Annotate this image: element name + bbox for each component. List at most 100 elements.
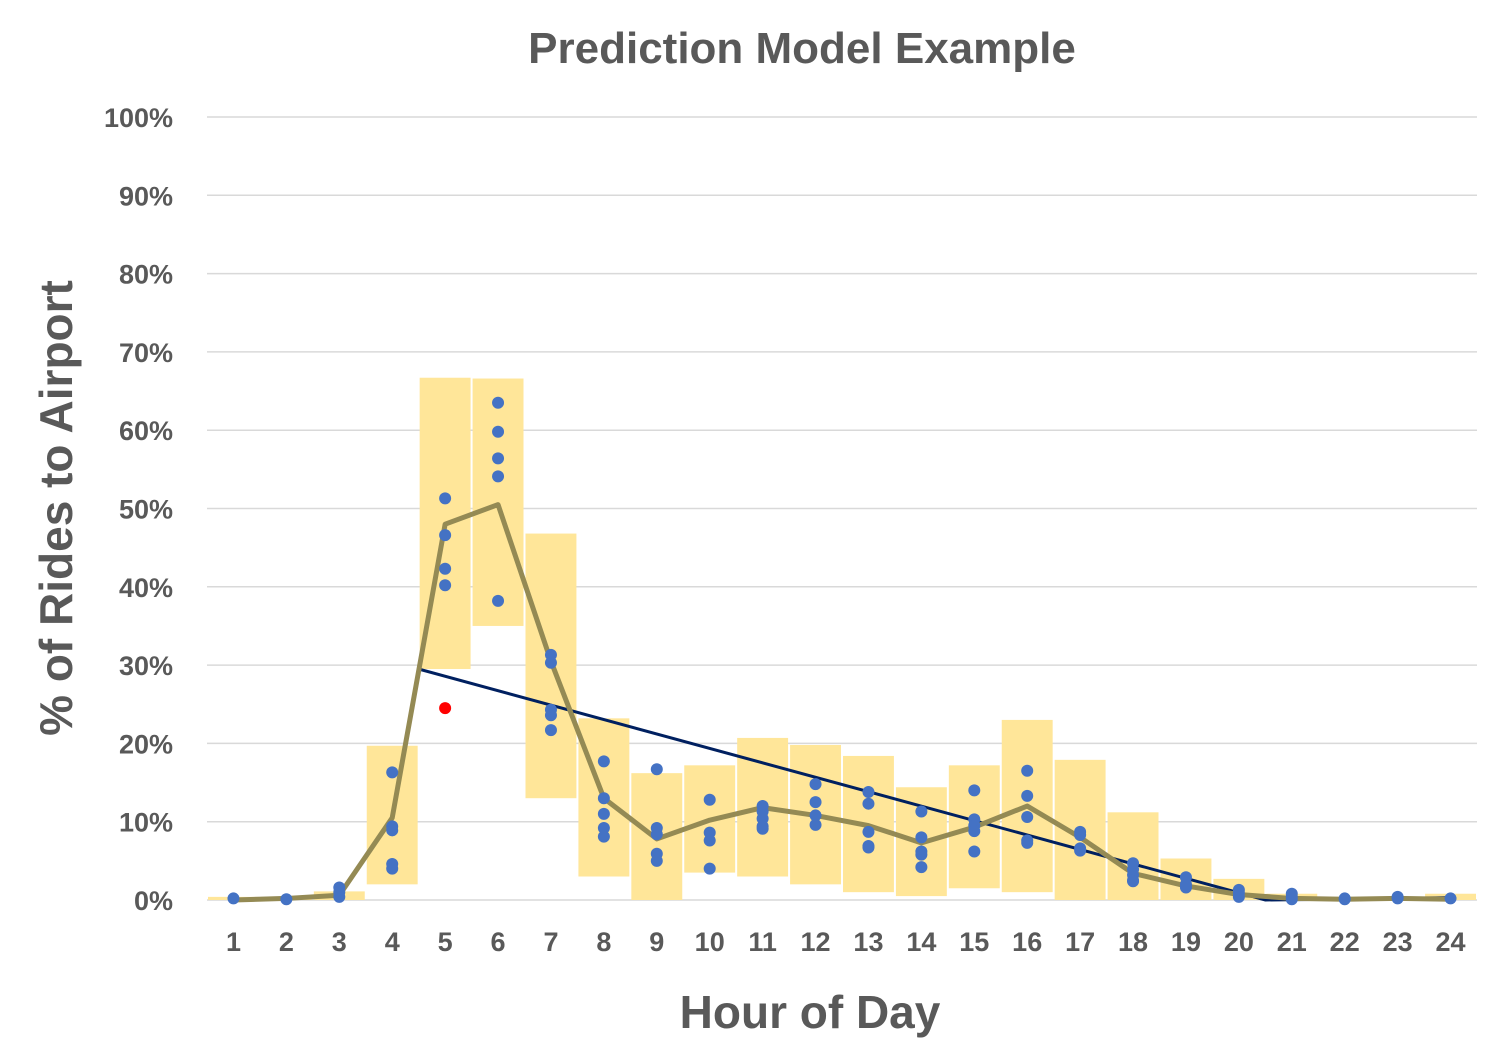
- x-tick-label: 24: [1436, 927, 1466, 957]
- observation-point: [915, 831, 928, 844]
- y-tick-label: 0%: [134, 886, 173, 916]
- x-tick-label: 20: [1224, 927, 1254, 957]
- observation-point: [809, 809, 822, 822]
- y-axis-title: % of Rides to Airport: [30, 280, 82, 736]
- y-tick-label: 10%: [119, 808, 173, 838]
- observation-point: [1444, 892, 1457, 905]
- x-tick-label: 17: [1065, 927, 1095, 957]
- observation-point: [650, 828, 663, 841]
- observation-point: [703, 862, 716, 875]
- observation-point: [492, 396, 505, 409]
- y-tick-label: 100%: [104, 103, 173, 133]
- x-tick-label: 4: [385, 927, 400, 957]
- observation-point: [915, 848, 928, 861]
- gridlines: [207, 116, 1477, 901]
- observation-point: [1021, 764, 1034, 777]
- x-tick-label: 8: [596, 927, 611, 957]
- observation-point: [1021, 811, 1034, 824]
- observation-points: [227, 396, 1457, 906]
- x-tick-label: 19: [1171, 927, 1201, 957]
- observation-point: [597, 807, 610, 820]
- x-tick-label: 13: [853, 927, 883, 957]
- observation-point: [227, 892, 240, 905]
- observation-point: [492, 470, 505, 483]
- x-tick-label: 10: [695, 927, 725, 957]
- observation-point: [809, 796, 822, 809]
- x-tick-label: 12: [801, 927, 831, 957]
- observation-point: [597, 792, 610, 805]
- x-tick-label: 16: [1012, 927, 1042, 957]
- observation-point: [492, 452, 505, 465]
- observation-point: [809, 778, 822, 791]
- observation-point: [1021, 789, 1034, 802]
- observation-point: [1179, 881, 1192, 894]
- observation-point: [439, 529, 452, 542]
- x-tick-label: 15: [959, 927, 989, 957]
- y-tick-label: 90%: [119, 181, 173, 211]
- observation-point: [1338, 893, 1351, 906]
- observation-point: [1127, 875, 1140, 888]
- observation-point: [862, 825, 875, 838]
- y-tick-label: 50%: [119, 495, 173, 525]
- y-tick-label: 40%: [119, 573, 173, 603]
- x-tick-label: 6: [491, 927, 506, 957]
- observation-point: [968, 784, 981, 797]
- observation-point: [597, 755, 610, 768]
- observation-point: [650, 854, 663, 867]
- x-axis-title: Hour of Day: [680, 986, 941, 1038]
- observation-point: [915, 805, 928, 818]
- observation-point: [968, 845, 981, 858]
- x-tick-label: 21: [1277, 927, 1307, 957]
- x-axis-ticks: 1 2 3 4 5 6 7 8 9 10 11 12 13 14 15 16 17 18 19 20 21 22 23 24: [226, 927, 1466, 957]
- observation-point: [492, 594, 505, 607]
- observation-point: [915, 861, 928, 874]
- observation-point: [386, 862, 399, 875]
- y-tick-label: 30%: [119, 651, 173, 681]
- observation-point: [280, 893, 293, 906]
- observation-point: [1021, 836, 1034, 849]
- y-tick-label: 70%: [119, 338, 173, 368]
- y-tick-label: 20%: [119, 729, 173, 759]
- x-tick-label: 5: [438, 927, 453, 957]
- observation-point: [544, 709, 557, 722]
- observation-point: [597, 830, 610, 843]
- observation-point: [386, 824, 399, 837]
- x-tick-label: 11: [748, 927, 777, 957]
- prediction-line: [233, 502, 1451, 903]
- x-tick-label: 2: [279, 927, 294, 957]
- observation-point: [809, 818, 822, 831]
- y-tick-label: 80%: [119, 260, 173, 290]
- x-tick-label: 23: [1383, 927, 1413, 957]
- observation-point: [703, 793, 716, 806]
- observation-point: [386, 766, 399, 779]
- observation-point: [703, 834, 716, 847]
- observation-point: [862, 797, 875, 810]
- x-tick-label: 22: [1330, 927, 1360, 957]
- observation-point: [1074, 844, 1087, 857]
- observation-point: [544, 724, 557, 737]
- observation-point: [544, 656, 557, 669]
- chart-title: Prediction Model Example: [528, 24, 1076, 73]
- x-tick-label: 14: [906, 927, 936, 957]
- x-tick-label: 9: [649, 927, 664, 957]
- outlier-point: [439, 702, 452, 715]
- observation-point: [492, 425, 505, 438]
- observation-point: [597, 821, 610, 834]
- observation-point: [968, 825, 981, 838]
- observation-point: [439, 492, 452, 505]
- prediction-line-layer: [233, 502, 1451, 903]
- x-tick-label: 1: [226, 927, 241, 957]
- observation-point: [1391, 892, 1404, 905]
- observation-point: [756, 822, 769, 835]
- y-tick-label: 60%: [119, 416, 173, 446]
- observation-point: [1074, 829, 1087, 842]
- observation-point: [650, 763, 663, 776]
- x-tick-label: 3: [332, 927, 347, 957]
- observation-point: [333, 881, 346, 894]
- observation-point: [862, 841, 875, 854]
- observation-point: [862, 785, 875, 798]
- observation-point: [439, 579, 452, 592]
- x-tick-label: 7: [543, 927, 558, 957]
- observation-point: [1285, 893, 1298, 906]
